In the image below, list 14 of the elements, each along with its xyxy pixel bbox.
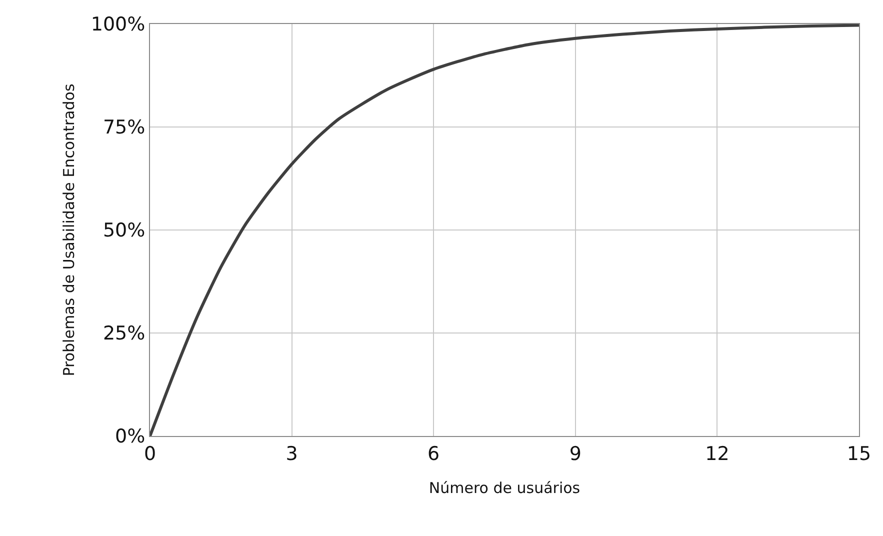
- x-tick-label: 0: [144, 442, 156, 465]
- y-tick-label: 50%: [102, 220, 146, 242]
- x-tick-label: 12: [705, 442, 730, 465]
- x-tick-label: 3: [286, 442, 298, 465]
- x-tick-label: 6: [428, 442, 440, 465]
- line-series: [150, 24, 859, 436]
- x-axis-title: Número de usuários: [428, 478, 580, 497]
- y-tick-label: 25%: [102, 322, 146, 345]
- y-tick-label: 100%: [90, 14, 146, 36]
- x-tick-label: 15: [846, 442, 872, 465]
- y-axis-title: Problemas de Usabilidade Encontrados: [60, 84, 78, 376]
- x-tick-label: 9: [569, 442, 582, 465]
- y-tick-label: 0%: [115, 426, 146, 448]
- y-tick-label: 75%: [102, 116, 146, 139]
